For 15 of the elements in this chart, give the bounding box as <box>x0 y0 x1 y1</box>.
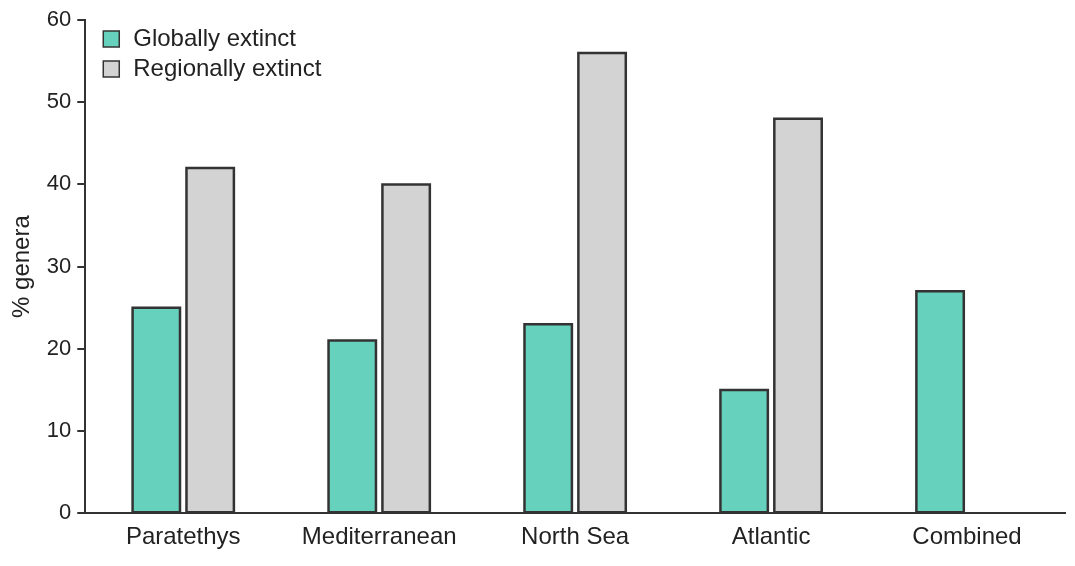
y-tick-label: 20 <box>46 334 72 360</box>
y-tick-label: 50 <box>46 88 72 114</box>
x-tick-label: Mediterranean <box>301 522 457 550</box>
y-tick-label: 40 <box>46 170 72 196</box>
y-tick-label: 30 <box>46 252 72 278</box>
y-axis-title: % genera <box>7 214 35 318</box>
x-tick-label: Combined <box>912 522 1022 550</box>
x-tick-label: North Sea <box>521 522 630 550</box>
y-tick-label: 0 <box>59 499 72 525</box>
y-tick-label: 10 <box>46 417 72 443</box>
x-tick-label: Paratethys <box>125 522 241 550</box>
y-tick-label: 60 <box>46 6 72 32</box>
legend-label: Regionally extinct <box>133 53 322 81</box>
x-tick-label: Atlantic <box>731 522 811 550</box>
legend-label: Globally extinct <box>133 23 297 51</box>
